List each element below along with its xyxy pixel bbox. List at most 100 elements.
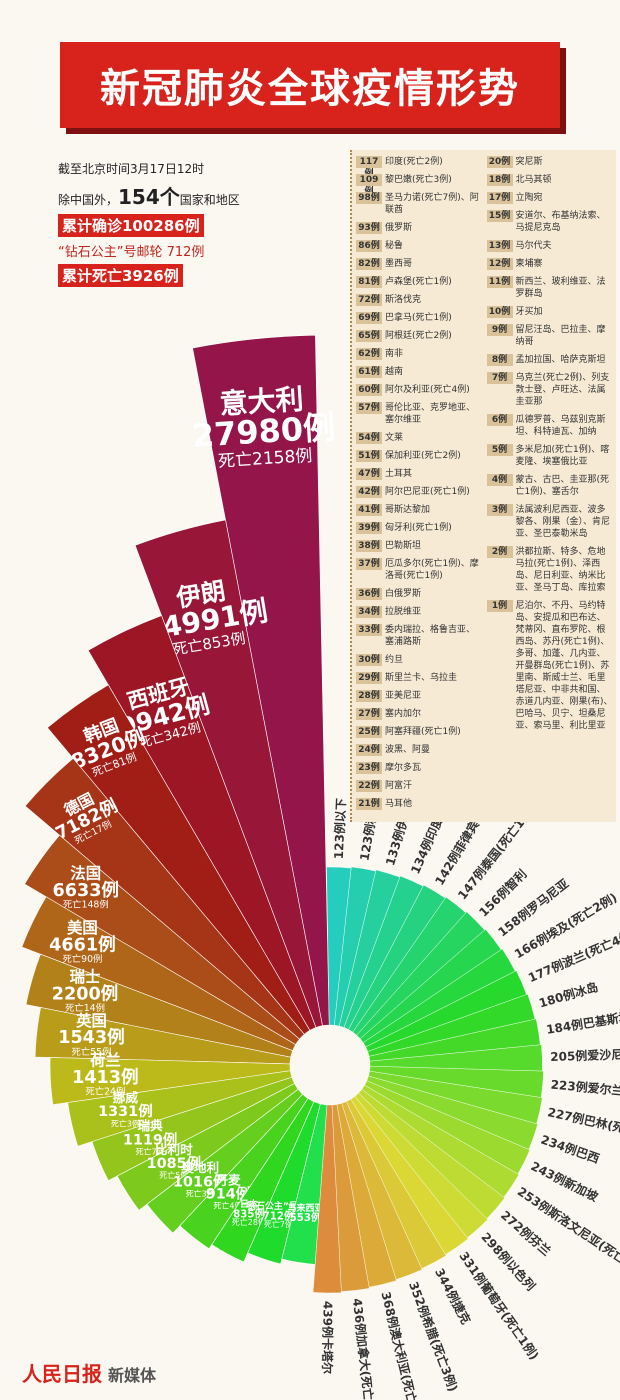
row-count: 60例 [356,384,382,396]
title-banner: 新冠肺炎全球疫情形势 [60,42,560,128]
table-row: 41例 哥斯达黎加 [356,504,484,516]
death-count: 死亡7例 [136,1146,165,1156]
country-name: 丹麦 [215,1172,241,1187]
table-row: 37例 厄瓜多尔(死亡1例)、摩洛哥(死亡1例) [356,558,484,582]
row-count: 82例 [356,258,382,270]
row-countries: 安道尔、布基纳法索、马提尼克岛 [515,211,606,233]
row-countries: 多米尼加(死亡1例)、喀麦隆、埃塞俄比亚 [515,445,610,467]
table-row: 81例 卢森堡(死亡1例) [356,276,484,288]
row-count: 3例 [486,504,513,516]
table-row: 9例 留尼汪岛、巴拉圭、摩纳哥 [486,324,615,348]
row-count: 69例 [356,312,382,324]
row-count: 51例 [356,450,382,462]
table-row: 47例 土耳其 [356,468,484,480]
row-countries: 土耳其 [385,469,413,479]
table-row: 98例 圣马力诺(死亡7例)、阿联酋 [356,192,484,216]
row-countries: 留尼汪岛、巴拉圭、摩纳哥 [515,325,606,347]
table-row: 2例 洪都拉斯、特多、危地马拉(死亡1例)、泽西岛、尼日利亚、纳米比亚、圣马丁岛、… [486,546,615,594]
table-row: 34例 拉脱维亚 [356,606,484,618]
row-countries: 立陶宛 [515,193,543,203]
row-count: 27例 [356,708,382,720]
row-countries: 突尼斯 [515,157,543,167]
row-count: 25例 [356,726,382,738]
table-row: 25例 阿塞拜疆(死亡1例) [356,726,484,738]
table-row: 21例 马耳他 [356,798,484,810]
row-countries: 哥斯达黎加 [385,505,431,515]
death-count: 死亡4例 [213,1201,242,1211]
table-row: 109例黎巴嫩(死亡3例) [356,174,484,197]
row-count: 41例 [356,504,382,516]
death-count: 死亡7例 [264,1219,293,1229]
ring-label: 439例卡塔尔 [320,1301,336,1374]
row-count: 13例 [486,240,513,252]
case-count: 6633例 [52,880,119,901]
table-row: 12例 柬埔寨 [486,258,615,270]
row-countries: 北马其顿 [515,175,552,185]
row-countries: 白俄罗斯 [385,589,422,599]
ring-label: 184例巴基斯坦 [545,1009,620,1037]
table-row: 10例 牙买加 [486,306,615,318]
row-count: 17例 [486,192,513,204]
center-hole [290,1025,370,1105]
case-count: 4661例 [49,934,116,955]
row-countries: 巴勒斯坦 [385,541,422,551]
case-count: 1543例 [58,1027,125,1048]
row-count: 81例 [356,276,382,288]
ring-label: 344例捷克 [432,1266,474,1327]
table-row: 4例 蒙古、古巴、圭亚那(死亡1例)、塞舌尔 [486,474,615,498]
country-name: 奥地利 [181,1160,219,1175]
table-row: 72例 斯洛伐克 [356,294,484,306]
death-count: 死亡14例 [65,1002,105,1014]
table-row: 17例 立陶宛 [486,192,615,204]
count: 154个 [118,185,180,209]
row-countries: 乌克兰(死亡2例)、列支敦士登、卢旺达、法属圭亚那 [515,373,610,407]
row-countries: 新西兰、玻利维亚、法罗群岛 [515,277,606,299]
row-countries: 柬埔寨 [515,259,543,269]
row-countries: 委内瑞拉、格鲁吉亚、塞浦路斯 [385,625,476,647]
table-row: 24例 波黑、阿曼 [356,744,484,756]
row-count: 39例 [356,522,382,534]
table-row: 117例印度(死亡2例) [356,156,484,179]
table-row: 62例 南非 [356,348,484,360]
row-count: 6例 [486,414,513,426]
row-countries: 孟加拉国、哈萨克斯坦 [515,355,606,365]
row-countries: 洪都拉斯、特多、危地马拉(死亡1例)、泽西岛、尼日利亚、纳米比亚、圣马丁岛、库拉… [515,547,606,593]
row-count: 12例 [486,258,513,270]
table-row: 36例 白俄罗斯 [356,588,484,600]
row-count: 20例 [486,156,513,168]
case-count: 1085例 [147,1154,201,1172]
ring-label: 180例冰岛 [537,979,600,1010]
table-row: 8例 孟加拉国、哈萨克斯坦 [486,354,615,366]
row-countries: 亚美尼亚 [385,691,422,701]
footer: 人民日报 新媒体 [22,1358,156,1387]
table-row: 27例 塞内加尔 [356,708,484,720]
table-row: 60例 阿尔及利亚(死亡4例) [356,384,484,396]
table-row: 86例 秘鲁 [356,240,484,252]
table-row: 39例 匈牙利(死亡1例) [356,522,484,534]
row-countries: 匈牙利(死亡1例) [385,523,452,533]
row-count: 21例 [356,798,382,810]
table-row: 6例 瓜德罗普、乌兹别克斯坦、科特迪瓦、加纳 [486,414,615,438]
deaths-box: 累计死亡3926例 [58,264,183,287]
row-countries: 保加利亚(死亡2例) [385,451,461,461]
row-count: 11例 [486,276,513,288]
row-count: 37例 [356,558,382,570]
country-name: 瑞士 [70,967,101,986]
row-count: 4例 [486,474,513,486]
table-row: 51例 保加利亚(死亡2例) [356,450,484,462]
country-name: 日本 [240,1198,259,1210]
row-countries: 阿尔巴尼亚(死亡1例) [385,487,470,497]
case-count: 1119例 [123,1130,177,1148]
case-count: 835例 [233,1207,265,1220]
death-count: 死亡24例 [85,1086,125,1098]
table-row: 69例 巴拿马(死亡1例) [356,312,484,324]
death-count: 死亡148例 [63,898,109,910]
row-count: 117例 [356,156,382,179]
row-countries: 厄瓜多尔(死亡1例)、摩洛哥(死亡1例) [385,559,479,581]
row-count: 54例 [356,432,382,444]
row-countries: 阿富汗 [385,781,413,791]
table-row: 65例 阿根廷(死亡2例) [356,330,484,342]
